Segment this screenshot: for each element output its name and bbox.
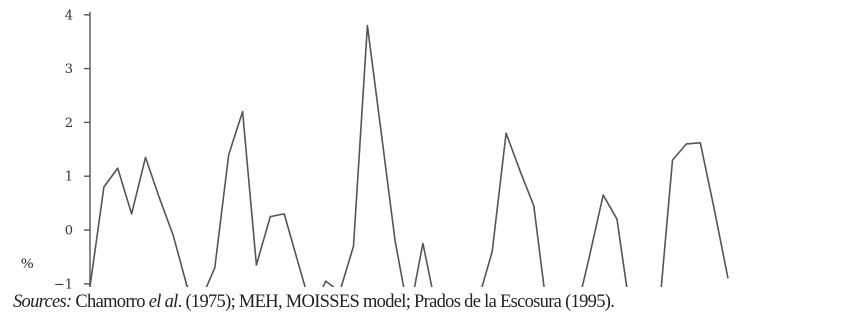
source-etal: el al (148, 292, 179, 312)
y-tick-label: 2 (65, 116, 73, 131)
series-line (89, 24, 729, 287)
y-tick-label: −1 (54, 277, 73, 292)
plot-area (89, 24, 729, 287)
source-prefix: Sources: (13, 292, 72, 312)
y-unit-label: % (21, 256, 34, 272)
y-axis: 4 3 2 1 0 −1 (54, 8, 91, 292)
source-text-1: Chamorro (71, 292, 149, 312)
y-tick-label: 1 (65, 170, 73, 185)
y-tick-label: 3 (65, 62, 73, 77)
source-note: Sources: Chamorro el al. (1975); MEH, MO… (13, 292, 615, 313)
y-tick-label: 0 (65, 224, 73, 239)
source-text-2: . (1975); MEH, MOISSES model; Prados de … (177, 292, 615, 312)
y-tick-label: 4 (65, 8, 73, 23)
